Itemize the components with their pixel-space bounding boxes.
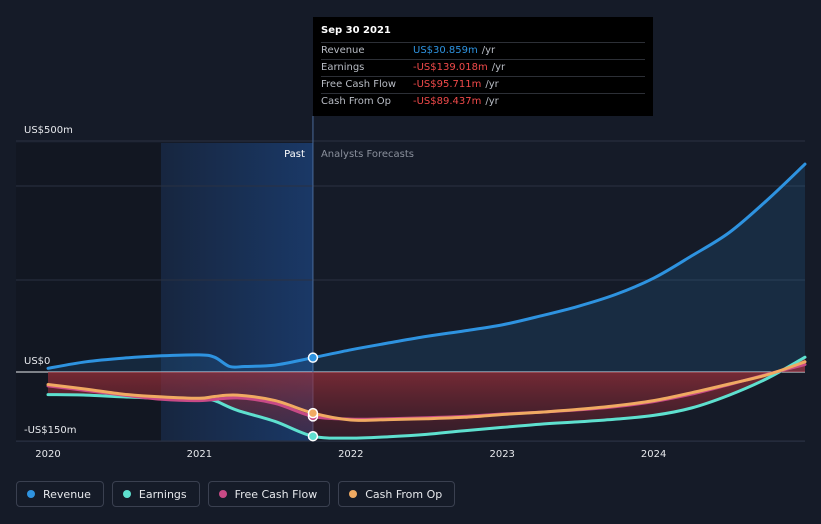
legend-item-cash-from-op[interactable]: Cash From Op xyxy=(338,481,456,507)
tooltip-unit: /yr xyxy=(481,45,496,56)
tooltip-value: -US$95.711m xyxy=(413,79,482,90)
tooltip: Sep 30 2021 Revenue US$30.859m /yr Earni… xyxy=(313,17,653,116)
tooltip-label: Cash From Op xyxy=(321,96,392,107)
legend-swatch xyxy=(27,490,35,498)
tooltip-value: US$30.859m xyxy=(413,45,478,56)
tooltip-row-free-cash-flow: Free Cash Flow -US$95.711m /yr xyxy=(321,76,645,93)
data-point-marker xyxy=(307,407,319,419)
legend-item-free-cash-flow[interactable]: Free Cash Flow xyxy=(207,481,331,507)
legend-swatch xyxy=(122,490,131,498)
legend-swatch xyxy=(349,490,358,498)
x-tick-label: 2023 xyxy=(489,449,514,460)
legend-swatch xyxy=(218,490,227,498)
revenue-area xyxy=(48,164,805,372)
tooltip-unit: /yr xyxy=(491,62,506,73)
legend: Revenue Earnings Free Cash Flow Cash Fro… xyxy=(16,481,456,507)
tooltip-unit: /yr xyxy=(485,96,499,107)
series-line-cash-from-op xyxy=(46,360,807,422)
tooltip-value: -US$139.018m xyxy=(413,62,488,73)
legend-item-earnings[interactable]: Earnings xyxy=(111,481,200,507)
tooltip-row-earnings: Earnings -US$139.018m /yr xyxy=(321,59,645,76)
legend-label: Free Cash Flow xyxy=(234,487,318,501)
tooltip-unit: /yr xyxy=(485,79,499,90)
x-tick-label: 2020 xyxy=(35,449,60,460)
y-tick-label: US$0 xyxy=(24,356,50,367)
legend-label: Cash From Op xyxy=(365,487,443,501)
forecast-label: Analysts Forecasts xyxy=(321,149,414,160)
tooltip-row-revenue: Revenue US$30.859m /yr xyxy=(321,42,645,59)
tooltip-value: -US$89.437m xyxy=(413,96,482,107)
series-line-revenue xyxy=(46,162,807,370)
legend-label: Earnings xyxy=(138,487,187,501)
tooltip-row-cash-from-op: Cash From Op -US$89.437m /yr xyxy=(321,93,645,110)
x-tick-label: 2024 xyxy=(641,449,666,460)
tooltip-label: Revenue xyxy=(321,45,365,56)
past-label: Past xyxy=(284,149,305,160)
legend-item-revenue[interactable]: Revenue xyxy=(16,481,104,507)
x-tick-label: 2021 xyxy=(187,449,212,460)
tooltip-date: Sep 30 2021 xyxy=(321,25,391,36)
tooltip-label: Earnings xyxy=(321,62,365,73)
data-point-marker xyxy=(307,430,319,442)
y-tick-label: -US$150m xyxy=(24,425,76,436)
data-point-marker xyxy=(307,352,319,363)
legend-label: Revenue xyxy=(43,487,91,501)
y-tick-label: US$500m xyxy=(24,125,73,136)
x-tick-label: 2022 xyxy=(338,449,363,460)
tooltip-label: Free Cash Flow xyxy=(321,79,397,90)
